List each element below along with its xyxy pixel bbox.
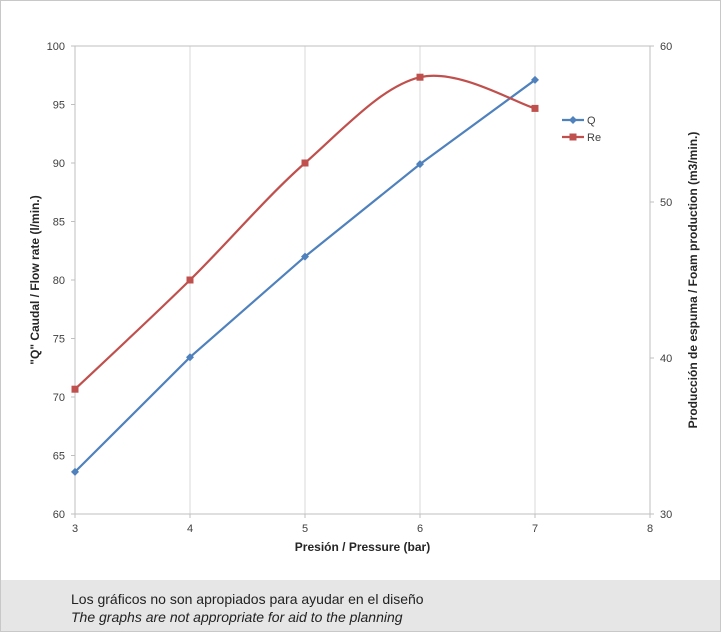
x-axis-label: Presión / Pressure (bar)	[295, 540, 430, 554]
data-point-re	[186, 276, 194, 284]
y-tick-label: 75	[53, 334, 65, 346]
y-tick-label: 60	[53, 509, 65, 521]
disclaimer-spanish: Los gráficos no son apropiados para ayud…	[71, 591, 424, 607]
disclaimer-english: The graphs are not appropriate for aid t…	[71, 609, 403, 625]
y-tick-label: 95	[53, 100, 65, 112]
legend-label-re: Re	[587, 132, 601, 144]
legend-marker	[569, 116, 577, 124]
line-chart: 3 4 5 6 7 8 60 65 70 75 80 85 90 95 100 30 40 50 60 Presión…	[28, 41, 700, 554]
data-point-q	[71, 467, 79, 476]
plot-area	[74, 45, 651, 515]
y2-tick-label: 40	[660, 353, 672, 365]
data-point-re	[531, 104, 539, 112]
y-axis-label: "Q" Caudal / Flow rate (l/min.)	[28, 195, 42, 364]
data-point-q	[186, 353, 194, 362]
legend-label-q: Q	[587, 115, 596, 127]
x-tick-label: 6	[417, 523, 423, 535]
x-tick-label: 4	[187, 523, 193, 535]
y-tick-label: 100	[47, 41, 65, 53]
x-tick-label: 3	[72, 523, 78, 535]
y-tick-label: 85	[53, 217, 65, 229]
y2-tick-label: 30	[660, 509, 672, 521]
y-tick-label: 90	[53, 158, 65, 170]
y2-axis-label: Producción de espuma / Foam production (…	[686, 132, 700, 429]
y-tick-label: 70	[53, 392, 65, 404]
y-tick-label: 80	[53, 275, 65, 287]
y-tick-label: 65	[53, 451, 65, 463]
data-point-re	[71, 385, 79, 393]
data-point-q	[416, 160, 424, 169]
x-tick-label: 5	[302, 523, 308, 535]
y2-tick-label: 60	[660, 41, 672, 53]
data-point-re	[416, 73, 424, 81]
legend-marker	[569, 133, 577, 141]
y2-tick-label: 50	[660, 197, 672, 209]
x-tick-label: 8	[647, 523, 653, 535]
data-point-q	[531, 75, 539, 84]
disclaimer-note: Los gráficos no son apropiados para ayud…	[1, 580, 720, 631]
data-point-re	[301, 159, 309, 167]
data-point-q	[301, 252, 309, 261]
x-tick-label: 7	[532, 523, 538, 535]
